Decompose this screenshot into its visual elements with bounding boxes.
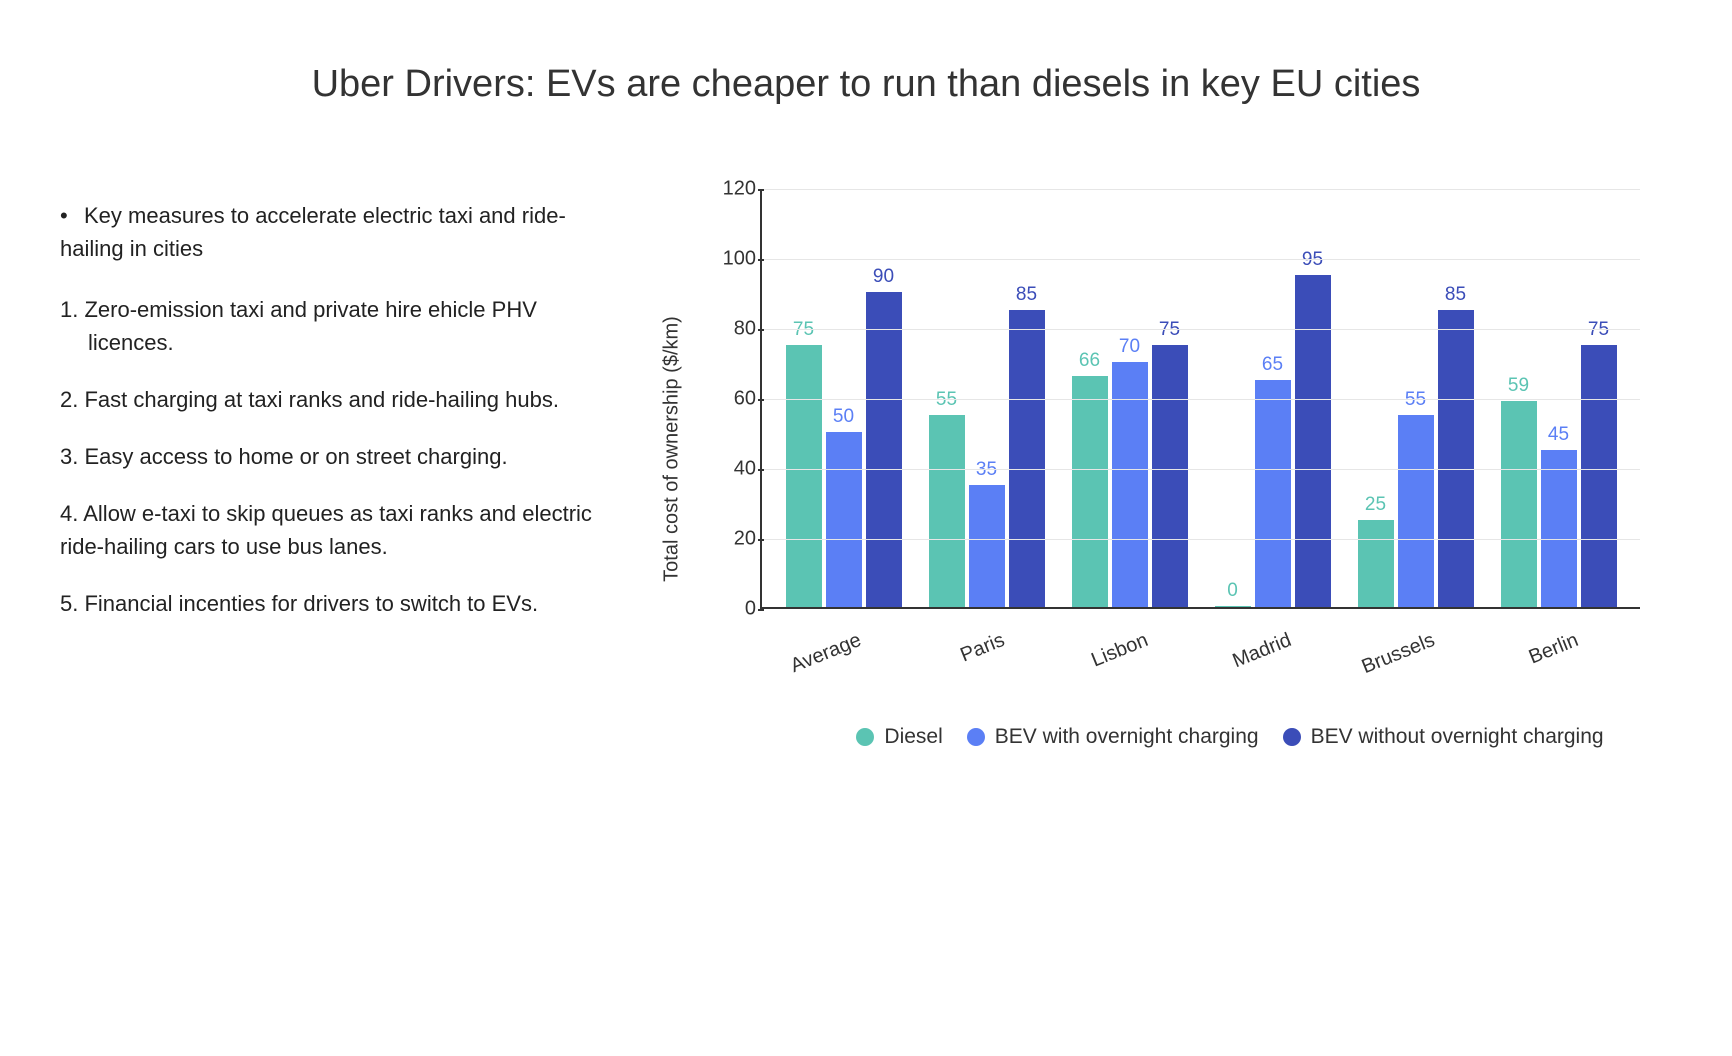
ytick-label: 40 (720, 458, 756, 481)
bar: 50 (826, 432, 862, 607)
ytick-mark (758, 189, 764, 191)
bar-value-label: 0 (1227, 580, 1238, 602)
city-group: 667075 (1058, 345, 1201, 608)
bar-value-label: 45 (1548, 424, 1569, 446)
bar: 55 (1398, 415, 1434, 608)
xtick-slot: Madrid (1200, 619, 1343, 669)
xtick-label: Berlin (1525, 629, 1581, 669)
bullet-intro-text: Key measures to accelerate electric taxi… (60, 203, 566, 261)
chart-panel: Total cost of ownership ($/km) 755090553… (660, 169, 1672, 729)
y-axis-title: Total cost of ownership ($/km) (661, 317, 684, 583)
ytick-mark (758, 469, 764, 471)
ytick-mark (758, 259, 764, 261)
xtick-slot: Berlin (1487, 619, 1630, 669)
bar: 59 (1501, 401, 1537, 608)
ytick-mark (758, 399, 764, 401)
ytick-mark (758, 609, 764, 611)
bar: 65 (1255, 380, 1291, 608)
bar: 75 (1152, 345, 1188, 608)
bar-value-label: 85 (1445, 284, 1466, 306)
city-group: 553585 (915, 310, 1058, 608)
bar: 35 (969, 485, 1005, 608)
xtick-slot: Paris (913, 619, 1056, 669)
legend-label: BEV without overnight charging (1311, 725, 1604, 749)
numbered-item-5: 5. Financial incenties for drivers to sw… (60, 587, 620, 620)
bar: 75 (1581, 345, 1617, 608)
gridline (762, 399, 1640, 400)
numbered-item-1: 1. Zero-emission taxi and private hire e… (60, 293, 620, 359)
ytick-label: 20 (720, 528, 756, 551)
xtick-slot: Brussels (1343, 619, 1486, 669)
bar: 85 (1438, 310, 1474, 608)
plot-area: 75509055358566707506595255585594575 (760, 189, 1640, 609)
ytick-mark (758, 539, 764, 541)
gridline (762, 329, 1640, 330)
bars-container: 75509055358566707506595255585594575 (762, 189, 1640, 607)
xtick-slot: Average (770, 619, 913, 669)
left-text-panel: •Key measures to accelerate electric tax… (60, 169, 620, 644)
xtick-slot: Lisbon (1057, 619, 1200, 669)
bar: 45 (1541, 450, 1577, 608)
ytick-label: 80 (720, 318, 756, 341)
ytick-mark (758, 329, 764, 331)
bar: 85 (1009, 310, 1045, 608)
chart-wrap: Total cost of ownership ($/km) 755090553… (680, 169, 1660, 729)
gridline (762, 189, 1640, 190)
numbered-item-2: 2. Fast charging at taxi ranks and ride-… (60, 383, 620, 416)
legend-label: Diesel (884, 725, 942, 749)
bar-value-label: 90 (873, 266, 894, 288)
legend-swatch (856, 728, 874, 746)
city-group: 255585 (1344, 310, 1487, 608)
content-row: •Key measures to accelerate electric tax… (60, 169, 1672, 729)
ytick-label: 0 (720, 598, 756, 621)
bar: 0 (1215, 606, 1251, 607)
ytick-label: 120 (720, 178, 756, 201)
gridline (762, 539, 1640, 540)
xtick-container: Average Paris Lisbon MadridBrussels Berlin (760, 619, 1640, 669)
xtick-label: Madrid (1229, 629, 1294, 673)
gridline (762, 259, 1640, 260)
legend-label: BEV with overnight charging (995, 725, 1259, 749)
city-group: 755090 (772, 292, 915, 607)
bar-value-label: 59 (1508, 375, 1529, 397)
numbered-item-4: 4. Allow e-taxi to skip queues as taxi r… (60, 497, 620, 563)
legend-swatch (1283, 728, 1301, 746)
city-group: 06595 (1201, 275, 1344, 608)
xtick-label: Brussels (1358, 629, 1438, 679)
ytick-label: 60 (720, 388, 756, 411)
gridline (762, 469, 1640, 470)
bar: 25 (1358, 520, 1394, 608)
bar: 95 (1295, 275, 1331, 608)
legend-item: BEV with overnight charging (967, 725, 1259, 749)
bar-value-label: 50 (833, 406, 854, 428)
bar-value-label: 70 (1119, 336, 1140, 358)
bar: 75 (786, 345, 822, 608)
bar-value-label: 66 (1079, 350, 1100, 372)
bar: 90 (866, 292, 902, 607)
bar-value-label: 65 (1262, 354, 1283, 376)
legend-item: Diesel (856, 725, 942, 749)
legend-item: BEV without overnight charging (1283, 725, 1604, 749)
city-group: 594575 (1487, 345, 1630, 608)
bullet-intro: •Key measures to accelerate electric tax… (60, 199, 620, 265)
page-title: Uber Drivers: EVs are cheaper to run tha… (266, 60, 1466, 109)
bar: 55 (929, 415, 965, 608)
numbered-item-3: 3. Easy access to home or on street char… (60, 440, 620, 473)
bar-value-label: 25 (1365, 494, 1386, 516)
bar: 66 (1072, 376, 1108, 607)
xtick-label: Average (787, 629, 864, 678)
legend: Diesel BEV with overnight charging BEV wit… (820, 725, 1640, 749)
legend-swatch (967, 728, 985, 746)
xtick-label: Lisbon (1088, 629, 1151, 672)
ytick-label: 100 (720, 248, 756, 271)
xtick-label: Paris (957, 629, 1008, 667)
bar-value-label: 85 (1016, 284, 1037, 306)
